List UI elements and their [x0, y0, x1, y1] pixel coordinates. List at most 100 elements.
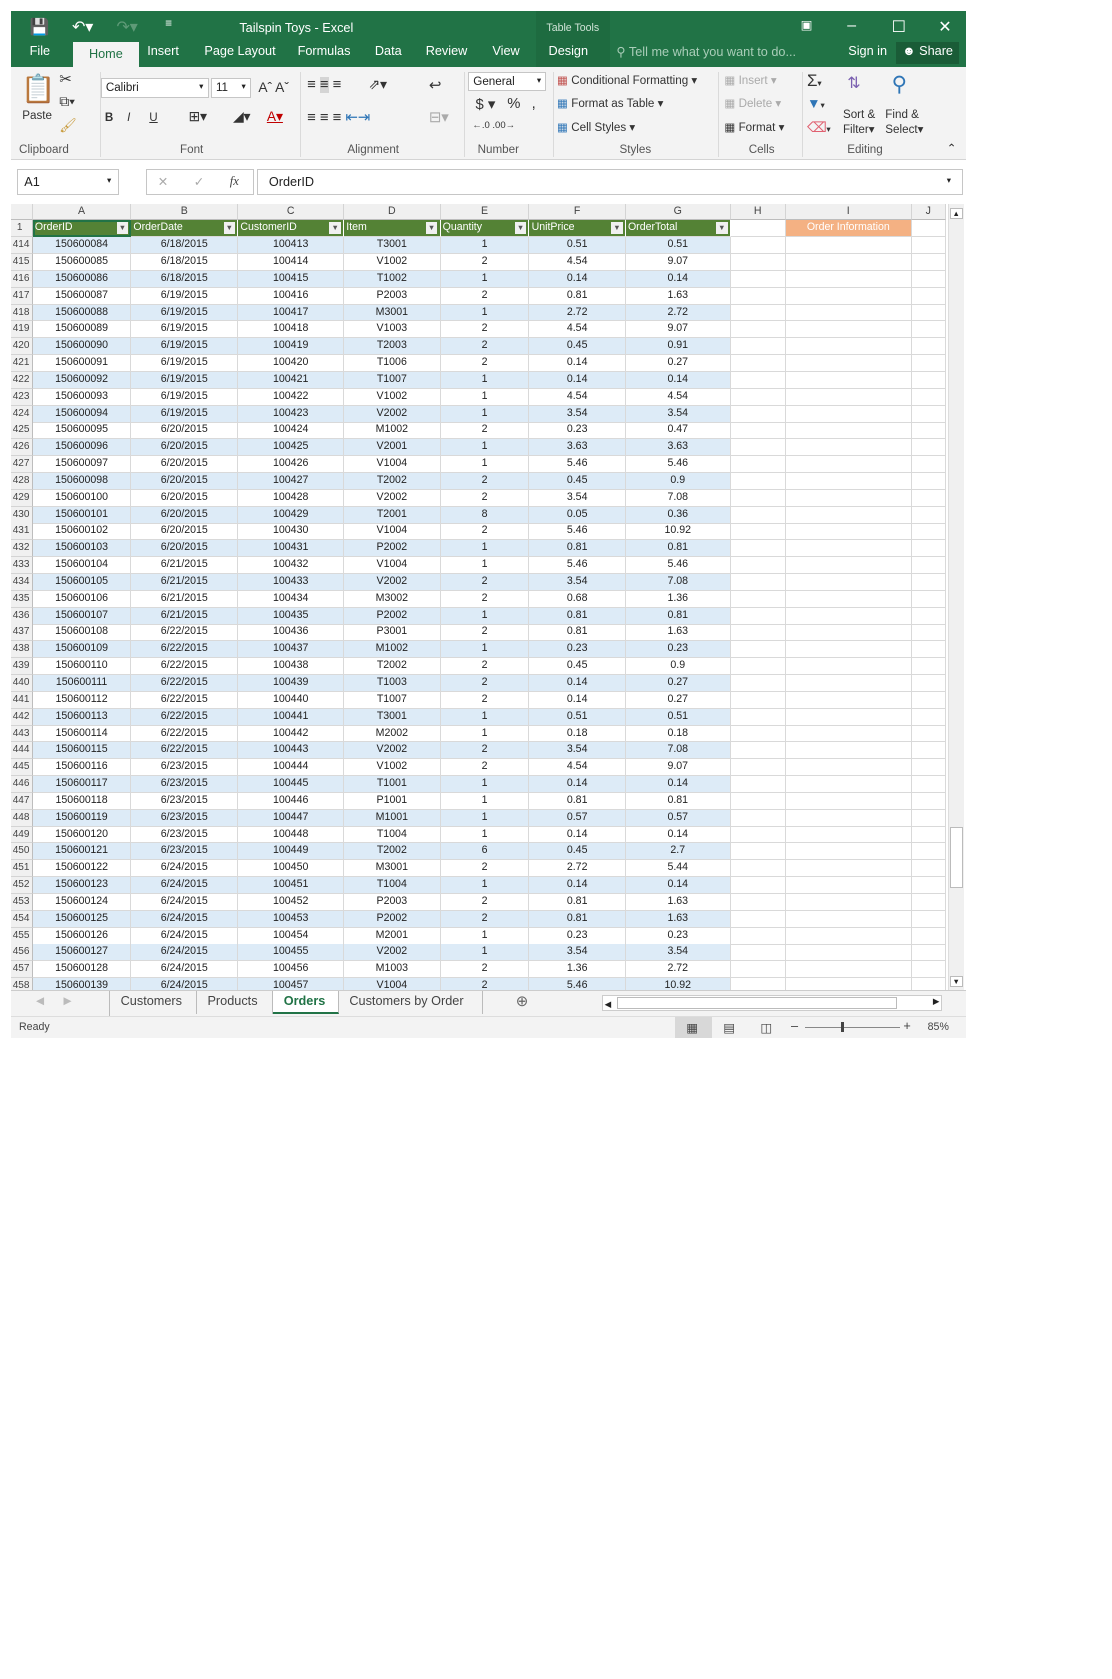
table-cell-ordertotal[interactable]: 2.72 [625, 304, 731, 322]
empty-cell[interactable] [730, 237, 786, 255]
table-cell-orderdate[interactable]: 6/24/2015 [131, 978, 239, 991]
table-cell-item[interactable]: T2002 [344, 472, 441, 490]
table-cell-orderdate[interactable]: 6/22/2015 [131, 691, 239, 709]
empty-cell[interactable] [911, 961, 946, 979]
empty-cell[interactable] [911, 910, 946, 928]
empty-cell[interactable] [730, 422, 786, 440]
table-header-orderid[interactable]: OrderID ▼ [32, 220, 132, 238]
table-cell-orderdate[interactable]: 6/22/2015 [131, 725, 239, 743]
filter-dropdown-icon[interactable]: ▼ [329, 222, 342, 234]
sheet-tab-customers[interactable]: Customers [110, 991, 197, 1015]
delete-cells-button[interactable]: ▦ Delete ▾ [724, 97, 782, 111]
empty-cell[interactable] [730, 540, 786, 558]
table-cell-unitprice[interactable]: 5.46 [529, 557, 626, 575]
table-cell-orderdate[interactable]: 6/19/2015 [131, 321, 239, 339]
filter-dropdown-icon[interactable]: ▼ [116, 222, 129, 234]
table-cell-ordertotal[interactable]: 0.57 [625, 809, 731, 827]
zoom-level[interactable]: 85% [927, 1020, 949, 1033]
table-cell-item[interactable]: P2003 [344, 893, 441, 911]
table-cell-customerid[interactable]: 100452 [238, 893, 345, 911]
bold-button[interactable]: B [104, 111, 114, 125]
empty-cell[interactable] [785, 287, 912, 305]
empty-cell[interactable] [730, 270, 786, 288]
table-cell-orderdate[interactable]: 6/24/2015 [131, 910, 239, 928]
table-cell-customerid[interactable]: 100455 [238, 944, 345, 962]
empty-cell[interactable] [911, 944, 946, 962]
tab-review[interactable]: Review [425, 44, 468, 59]
table-cell-orderid[interactable]: 150600103 [32, 540, 132, 558]
empty-cell[interactable] [911, 843, 946, 861]
collapse-ribbon-icon[interactable]: ⌃ [946, 141, 957, 155]
table-cell-item[interactable]: V1002 [344, 759, 441, 777]
table-cell-ordertotal[interactable]: 0.14 [625, 776, 731, 793]
empty-cell[interactable] [730, 927, 786, 945]
table-cell-item[interactable]: M2002 [344, 725, 441, 743]
table-cell-quantity[interactable]: 2 [440, 355, 530, 372]
empty-cell[interactable] [911, 590, 946, 608]
table-cell-unitprice[interactable]: 0.51 [529, 237, 626, 255]
table-cell-unitprice[interactable]: 4.54 [529, 388, 626, 406]
table-cell-quantity[interactable]: 1 [440, 927, 530, 945]
scroll-tabs-right-icon[interactable]: ▶ [63, 995, 72, 1008]
empty-cell[interactable] [911, 472, 946, 490]
scroll-tabs-left-icon[interactable]: ◀ [35, 995, 45, 1008]
table-cell-item[interactable]: T3001 [344, 708, 441, 726]
font-color-icon[interactable]: A▾ [266, 109, 283, 125]
table-cell-item[interactable]: T2002 [344, 843, 441, 861]
empty-cell[interactable] [785, 304, 912, 322]
table-cell-orderdate[interactable]: 6/19/2015 [131, 405, 239, 423]
row-header[interactable]: 443 [10, 725, 33, 743]
empty-cell[interactable] [730, 405, 786, 423]
table-cell-quantity[interactable]: 2 [440, 590, 530, 608]
row-header[interactable]: 433 [10, 557, 33, 575]
table-cell-customerid[interactable]: 100428 [238, 489, 345, 507]
table-cell-ordertotal[interactable]: 1.63 [625, 624, 731, 642]
empty-cell[interactable] [785, 759, 912, 777]
table-cell-orderid[interactable]: 150600128 [32, 961, 132, 979]
table-cell-unitprice[interactable]: 0.81 [529, 910, 626, 928]
table-cell-quantity[interactable]: 1 [440, 826, 530, 844]
table-cell-customerid[interactable]: 100433 [238, 573, 345, 591]
table-cell-orderdate[interactable]: 6/23/2015 [131, 826, 239, 844]
empty-cell[interactable] [785, 254, 912, 271]
empty-cell[interactable] [730, 472, 786, 490]
table-cell-customerid[interactable]: 100447 [238, 809, 345, 827]
table-cell-quantity[interactable]: 1 [440, 371, 530, 389]
decimal-icons[interactable]: ←.0 .00→ [472, 119, 516, 131]
cancel-icon[interactable]: ✕ [157, 174, 169, 189]
table-cell-unitprice[interactable]: 3.54 [529, 944, 626, 962]
table-cell-orderid[interactable]: 150600091 [32, 355, 132, 372]
table-cell-item[interactable]: V1003 [344, 321, 441, 339]
table-cell-ordertotal[interactable]: 0.36 [625, 506, 731, 524]
font-size-select[interactable]: 11 ▾ [210, 78, 251, 98]
row-header[interactable]: 418 [10, 304, 33, 322]
table-cell-item[interactable]: P2003 [344, 287, 441, 305]
table-cell-orderid[interactable]: 150600126 [32, 927, 132, 945]
table-cell-customerid[interactable]: 100454 [238, 927, 345, 945]
table-cell-orderdate[interactable]: 6/20/2015 [131, 456, 239, 474]
empty-cell[interactable] [785, 826, 912, 844]
table-cell-orderid[interactable]: 150600107 [32, 607, 132, 625]
table-cell-orderid[interactable]: 150600122 [32, 860, 132, 878]
row-header[interactable]: 430 [10, 506, 33, 524]
table-cell-item[interactable]: T3001 [344, 237, 441, 255]
row-header[interactable]: 439 [10, 658, 33, 676]
table-cell-unitprice[interactable]: 2.72 [529, 860, 626, 878]
table-cell-quantity[interactable]: 2 [440, 860, 530, 878]
table-cell-customerid[interactable]: 100425 [238, 439, 345, 457]
wrap-text-icon[interactable]: ↩ [428, 78, 442, 95]
empty-cell[interactable] [911, 624, 946, 642]
table-cell-unitprice[interactable]: 0.81 [529, 624, 626, 642]
new-sheet-icon[interactable]: ⊕ [515, 994, 529, 1011]
empty-cell[interactable] [911, 893, 946, 911]
table-cell-quantity[interactable]: 2 [440, 523, 530, 541]
table-cell-orderid[interactable]: 150600109 [32, 641, 132, 659]
table-cell-customerid[interactable]: 100434 [238, 590, 345, 608]
empty-cell[interactable] [911, 287, 946, 305]
empty-cell[interactable] [785, 860, 912, 878]
empty-cell[interactable] [730, 826, 786, 844]
table-cell-ordertotal[interactable]: 2.72 [625, 961, 731, 979]
table-cell-quantity[interactable]: 1 [440, 944, 530, 962]
table-cell-customerid[interactable]: 100453 [238, 910, 345, 928]
insert-function-icon[interactable]: fx [229, 173, 239, 188]
